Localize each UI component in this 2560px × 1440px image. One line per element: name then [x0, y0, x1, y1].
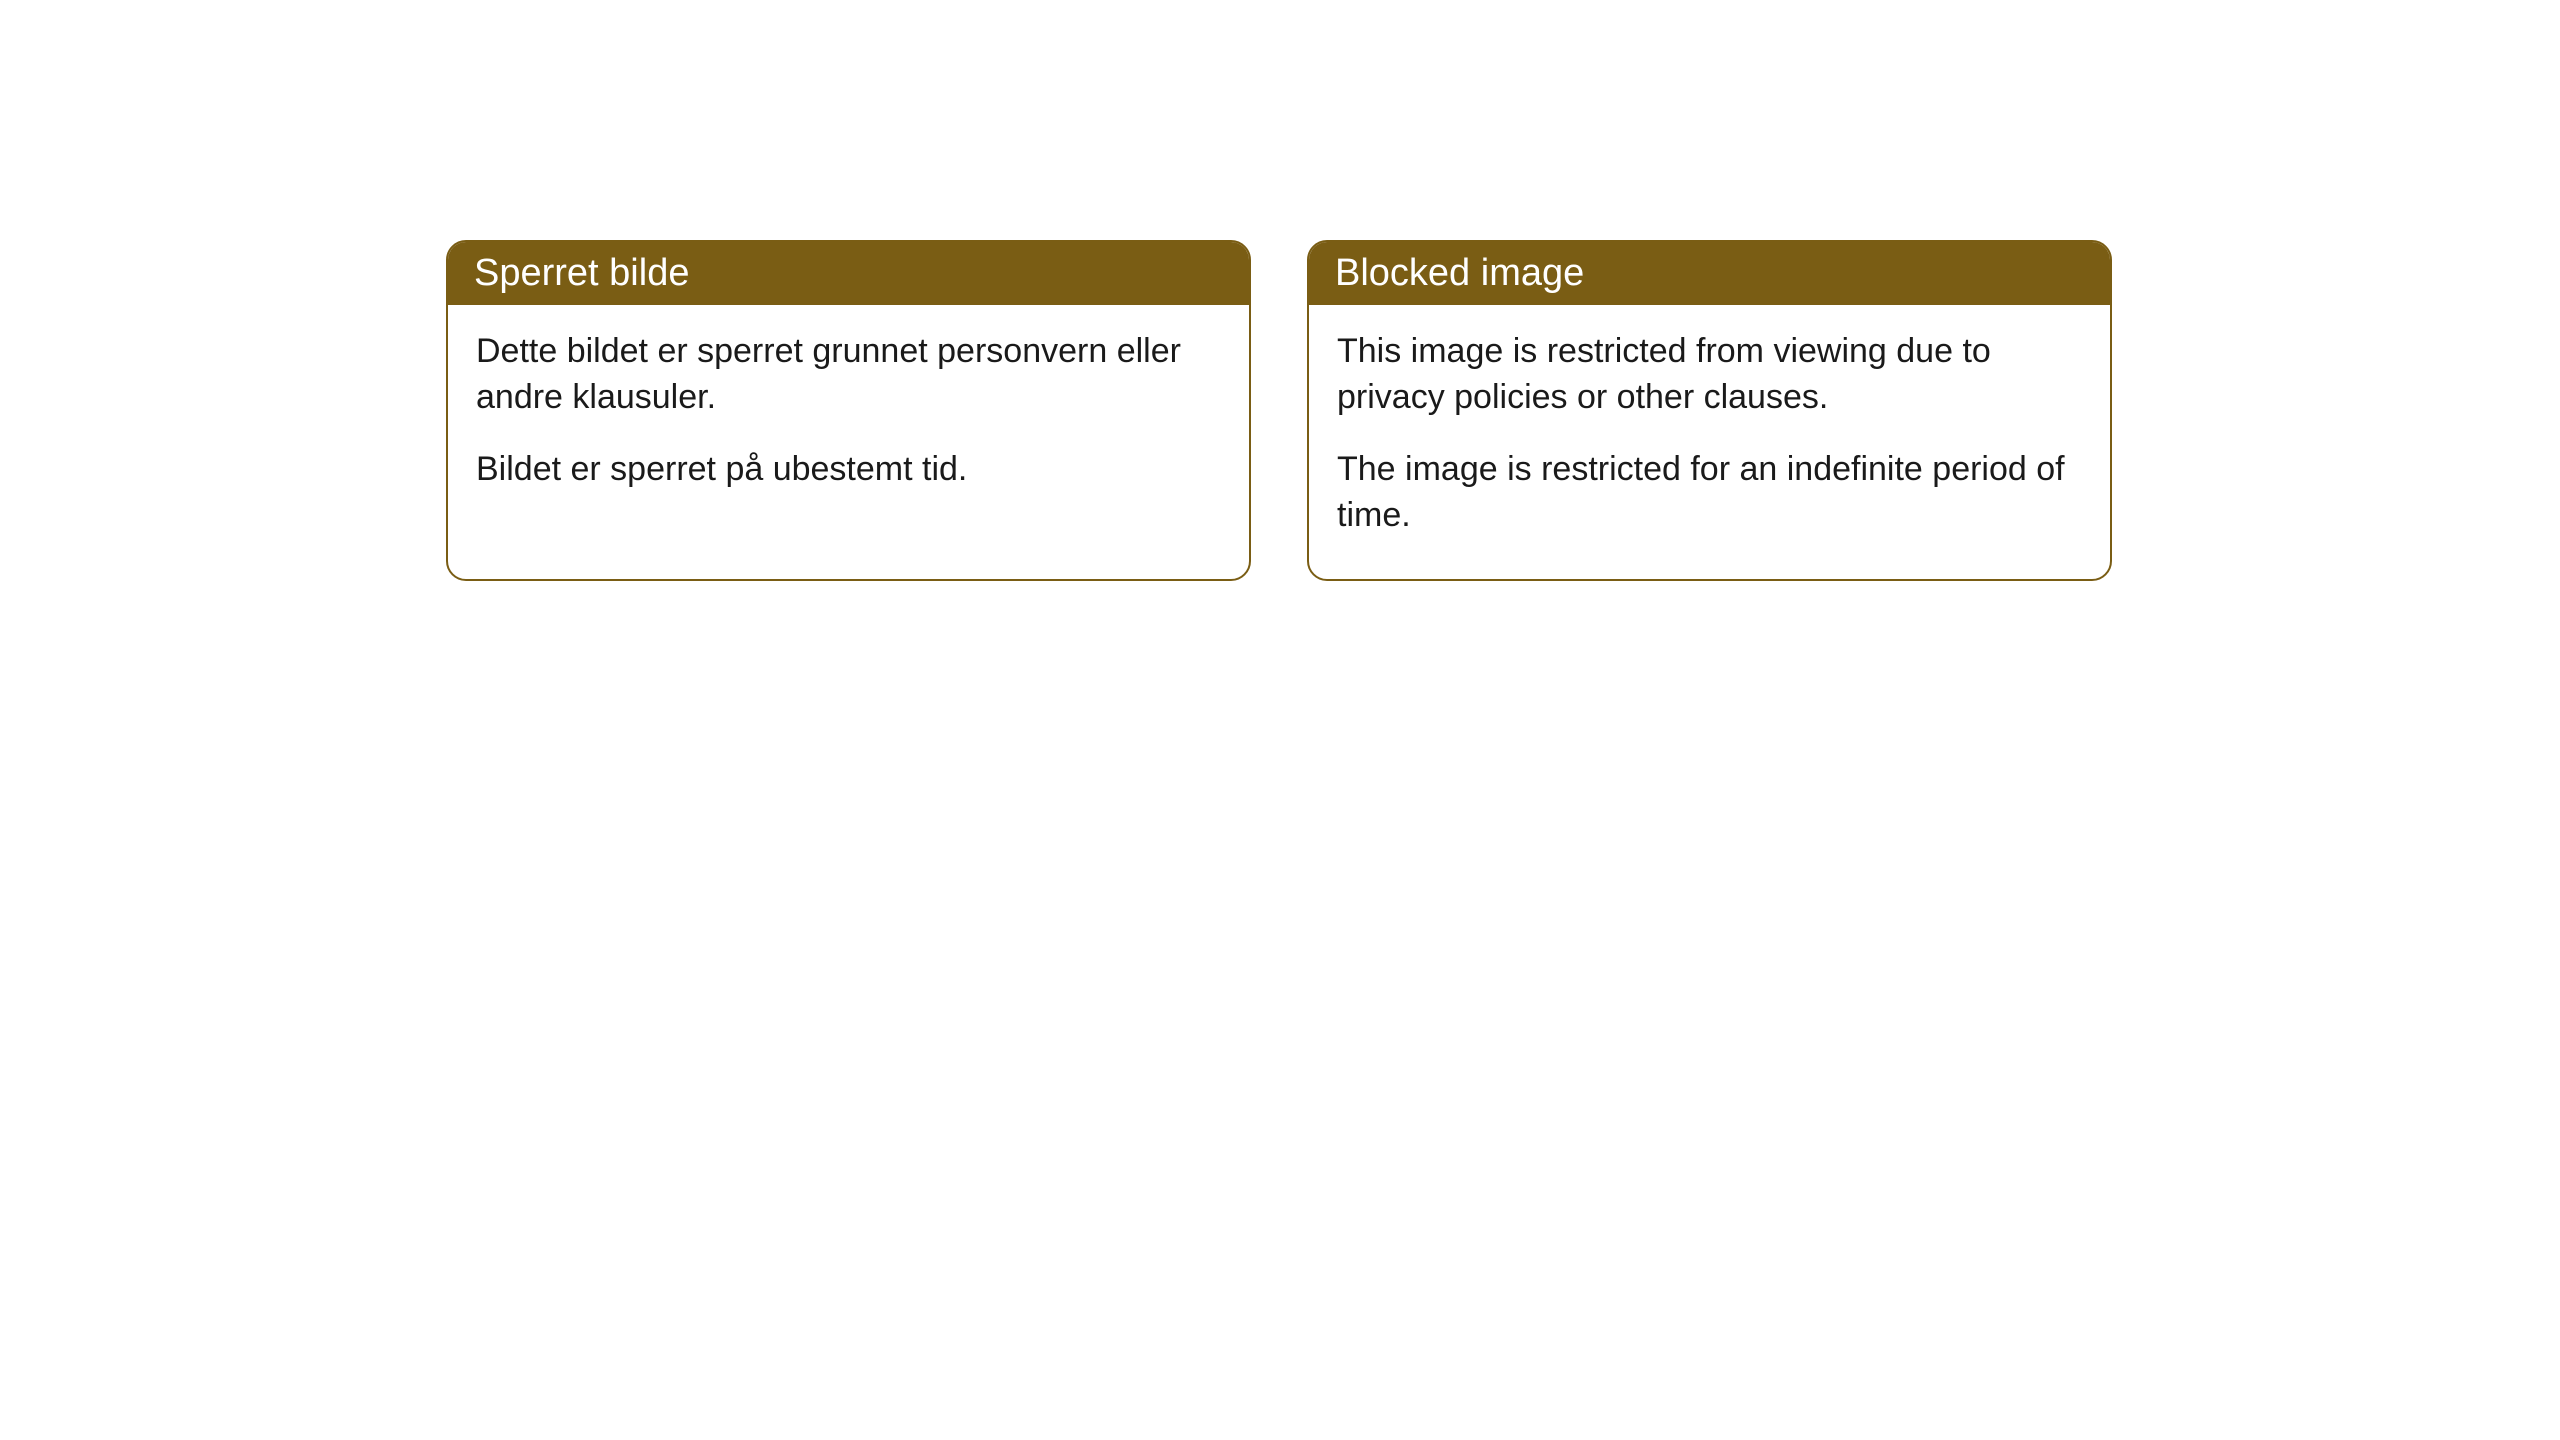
card-paragraph: Dette bildet er sperret grunnet personve…: [476, 329, 1221, 421]
blocked-image-card-english: Blocked image This image is restricted f…: [1307, 240, 2112, 581]
notice-cards-container: Sperret bilde Dette bildet er sperret gr…: [446, 240, 2112, 581]
card-body-english: This image is restricted from viewing du…: [1309, 305, 2110, 579]
card-title: Sperret bilde: [474, 252, 689, 294]
card-header-english: Blocked image: [1309, 242, 2110, 305]
card-paragraph: The image is restricted for an indefinit…: [1337, 447, 2082, 539]
card-body-norwegian: Dette bildet er sperret grunnet personve…: [448, 305, 1249, 533]
card-paragraph: Bildet er sperret på ubestemt tid.: [476, 447, 1221, 493]
blocked-image-card-norwegian: Sperret bilde Dette bildet er sperret gr…: [446, 240, 1251, 581]
card-header-norwegian: Sperret bilde: [448, 242, 1249, 305]
card-paragraph: This image is restricted from viewing du…: [1337, 329, 2082, 421]
card-title: Blocked image: [1335, 252, 1584, 294]
